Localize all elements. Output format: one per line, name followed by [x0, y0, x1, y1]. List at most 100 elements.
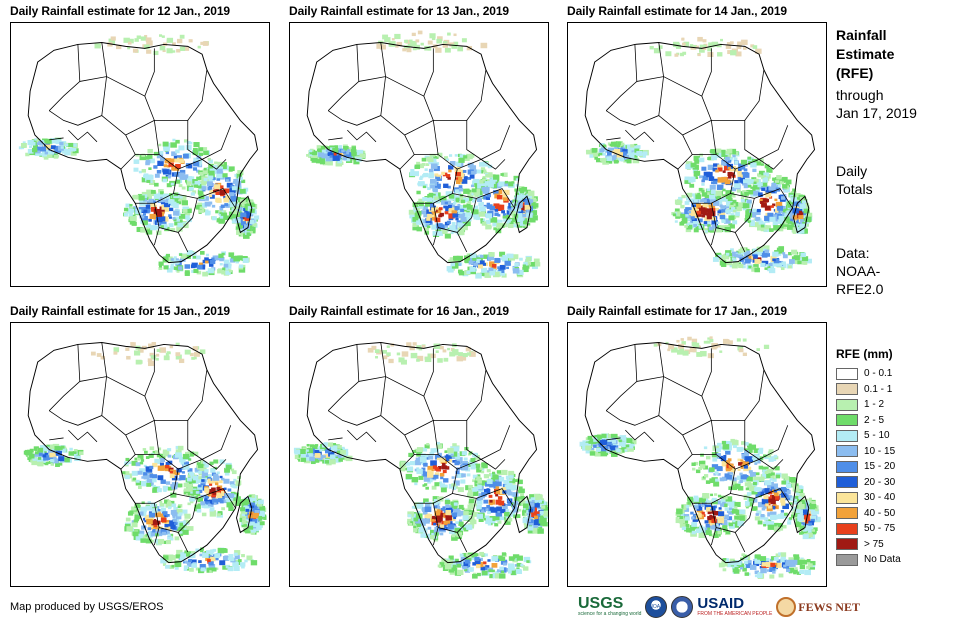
country-border: [358, 42, 386, 82]
through-text: through Jan 17, 2019: [836, 86, 961, 122]
map-canvas: [306, 30, 541, 279]
country-border: [414, 469, 458, 504]
country-border: [636, 342, 664, 382]
usgs-logo-text: USGS: [578, 595, 624, 612]
panel-title-5: Daily Rainfall estimate for 16 Jan., 201…: [289, 304, 510, 318]
usaid-tagline: FROM THE AMERICAN PEOPLE: [697, 611, 773, 617]
country-border: [480, 459, 506, 470]
legend-label: 40 - 50: [864, 507, 896, 519]
country-border: [328, 76, 386, 126]
country-border: [423, 369, 487, 421]
country-border: [328, 437, 343, 441]
country-border: [135, 469, 179, 504]
legend-label: > 75: [864, 538, 884, 550]
legend-item: 1 - 2: [836, 397, 901, 413]
country-border: [606, 376, 664, 426]
country-border: [605, 344, 638, 411]
country-border: [404, 120, 434, 136]
country-border: [48, 344, 81, 411]
madagascar-outline: [515, 195, 532, 234]
legend-item: 40 - 50: [836, 506, 901, 522]
rainfall-map-16-jan: [289, 322, 549, 587]
daily-totals-text: Daily Totals: [836, 162, 961, 198]
country-border: [414, 120, 439, 155]
country-border: [125, 420, 155, 436]
country-border: [135, 169, 179, 204]
panel-title-6: Daily Rainfall estimate for 17 Jan., 201…: [567, 304, 788, 318]
country-border: [692, 469, 736, 504]
legend-swatch: [836, 476, 858, 489]
legend-item: 2 - 5: [836, 413, 901, 429]
country-border: [758, 159, 784, 170]
rainfall-map-14-jan: [567, 22, 827, 287]
country-border: [328, 376, 386, 426]
legend-label: No Data: [864, 554, 901, 566]
legend-item: 5 - 10: [836, 428, 901, 444]
country-border: [106, 48, 155, 97]
legend-item: 0.1 - 1: [836, 382, 901, 398]
rainfall-map-13-jan: [289, 22, 549, 287]
africa-coastline: [27, 341, 259, 564]
rainfall-layer: [23, 341, 267, 574]
legend-label: 0 - 0.1: [864, 368, 893, 380]
country-border: [347, 429, 377, 443]
side-title-line1: Rainfall: [836, 27, 887, 43]
map-canvas: [293, 341, 548, 579]
country-border: [347, 129, 377, 143]
country-border: [432, 227, 439, 246]
country-border: [68, 429, 98, 443]
country-border: [135, 120, 160, 155]
madagascar-outline: [236, 195, 253, 234]
country-border: [327, 344, 360, 411]
country-border: [380, 115, 415, 170]
country-border: [456, 232, 468, 253]
data-source-text: Data: NOAA- RFE2.0: [836, 244, 961, 298]
country-border: [606, 76, 664, 126]
country-border: [682, 120, 712, 136]
map-canvas: [584, 36, 816, 274]
legend-label: 2 - 5: [864, 414, 885, 426]
country-border: [106, 348, 155, 397]
country-border: [177, 232, 189, 253]
africa-coastline: [306, 341, 538, 564]
through-label: through: [836, 87, 884, 103]
country-border: [625, 129, 655, 143]
country-border: [79, 42, 107, 82]
country-border: [730, 188, 793, 209]
country-border: [701, 369, 765, 421]
noaa-logo: NOAA: [645, 596, 668, 618]
country-border: [380, 415, 415, 470]
legend-label: 50 - 75: [864, 523, 896, 535]
legend-label: 30 - 40: [864, 492, 896, 504]
legend-swatch: [836, 445, 858, 458]
africa-coastline: [306, 41, 538, 264]
legend-swatch: [836, 522, 858, 535]
country-border: [466, 420, 511, 460]
data-label: Data:: [836, 245, 870, 261]
country-border: [101, 115, 136, 170]
legend-item: 30 - 40: [836, 490, 901, 506]
legend-label: 10 - 15: [864, 445, 896, 457]
legend-swatch: [836, 491, 858, 504]
country-border: [49, 76, 107, 126]
country-border: [385, 48, 434, 97]
rainfall-layer: [579, 336, 821, 579]
country-border: [456, 532, 468, 553]
country-border: [606, 137, 621, 141]
legend-swatch: [836, 538, 858, 551]
country-border: [625, 429, 655, 443]
legend-label: 15 - 20: [864, 461, 896, 473]
usaid-logo-text: USAID: [697, 595, 745, 612]
side-title-line2: Estimate: [836, 46, 895, 62]
africa-coastline: [584, 341, 816, 564]
usaid-logo: USAID FROM THE AMERICAN PEOPLE: [697, 595, 773, 617]
country-border: [658, 415, 693, 470]
agency-logos: USGS science for a changing world NOAA U…: [578, 594, 860, 620]
usaid-seal-logo: [671, 596, 694, 618]
map-canvas: [23, 341, 267, 574]
legend-swatch: [836, 429, 858, 442]
country-border: [663, 348, 712, 397]
legend-item: 10 - 15: [836, 444, 901, 460]
country-border: [710, 527, 717, 546]
country-border: [68, 129, 98, 143]
